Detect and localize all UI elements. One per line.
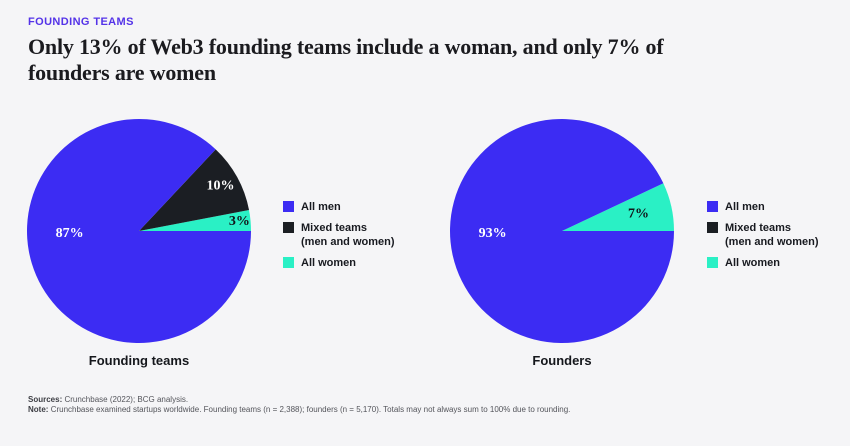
note-label: Note: <box>28 405 49 414</box>
legend-item-all-men: All men <box>283 200 433 214</box>
sources-label: Sources: <box>28 395 63 404</box>
legend-item-all-women: All women <box>707 256 850 270</box>
pie-slice-all-women <box>562 183 674 231</box>
page-title-line-2: founders are women <box>28 60 216 85</box>
sources-text: Crunchbase (2022); BCG analysis. <box>64 395 189 404</box>
legend-label-all-men: All men <box>725 201 765 213</box>
legend-item-mixed-teams: Mixed teams (men and women) <box>707 221 850 249</box>
mixed-teams-swatch <box>283 222 294 233</box>
legend-item-all-women: All women <box>283 256 433 270</box>
note-line: Note: Crunchbase examined startups world… <box>28 405 570 415</box>
pie-chart-founding-teams: 3% 10% 87% <box>27 119 252 344</box>
mixed-teams-swatch <box>707 222 718 233</box>
legend-label-mixed-teams: Mixed teams <box>301 222 368 234</box>
pie-value-label-all-men: 87% <box>56 226 84 241</box>
legend-sublabel-mixed-teams: (men and women) <box>725 236 819 248</box>
eyebrow-label: FOUNDING TEAMS <box>28 16 134 28</box>
pie-chart-founders: 7% 93% <box>450 118 674 343</box>
pie-value-label-all-men: 93% <box>479 226 507 241</box>
legend-label-all-women: All women <box>725 257 781 269</box>
page-title: Only 13% of Web3 founding teams include … <box>28 34 664 86</box>
chart-title-founding-teams: Founding teams <box>88 353 190 368</box>
legend-sublabel-mixed-teams: (men and women) <box>301 236 395 248</box>
all-women-swatch <box>707 257 718 268</box>
page-title-line-1: Only 13% of Web3 founding teams include … <box>28 34 664 59</box>
legend-label-all-men: All men <box>301 201 341 213</box>
legend-label-mixed-teams: Mixed teams <box>725 222 792 234</box>
footnotes: Sources: Crunchbase (2022); BCG analysis… <box>28 395 570 415</box>
pie-value-label-all-women: 7% <box>628 206 649 221</box>
all-men-swatch <box>283 201 294 212</box>
legend-founders: All men Mixed teams (men and women) All … <box>707 200 850 277</box>
pie-value-label-all-women: 3% <box>229 214 250 229</box>
legend-founding-teams: All men Mixed teams (men and women) All … <box>283 200 433 277</box>
pie-slice-all-men <box>450 118 674 343</box>
note-text: Crunchbase examined startups worldwide. … <box>50 405 571 414</box>
pie-slice-all-men <box>27 119 252 344</box>
all-women-swatch <box>283 257 294 268</box>
pie-slice-mixed-teams-men-and-women <box>139 149 250 231</box>
all-men-swatch <box>707 201 718 212</box>
pie-slice-all-women <box>139 210 251 231</box>
legend-item-mixed-teams: Mixed teams (men and women) <box>283 221 433 249</box>
legend-label-all-women: All women <box>301 257 357 269</box>
sources-line: Sources: Crunchbase (2022); BCG analysis… <box>28 395 570 405</box>
pie-value-label-mixed-teams-men-and-women: 10% <box>207 179 235 194</box>
legend-item-all-men: All men <box>707 200 850 214</box>
chart-title-founders: Founders <box>532 353 592 368</box>
